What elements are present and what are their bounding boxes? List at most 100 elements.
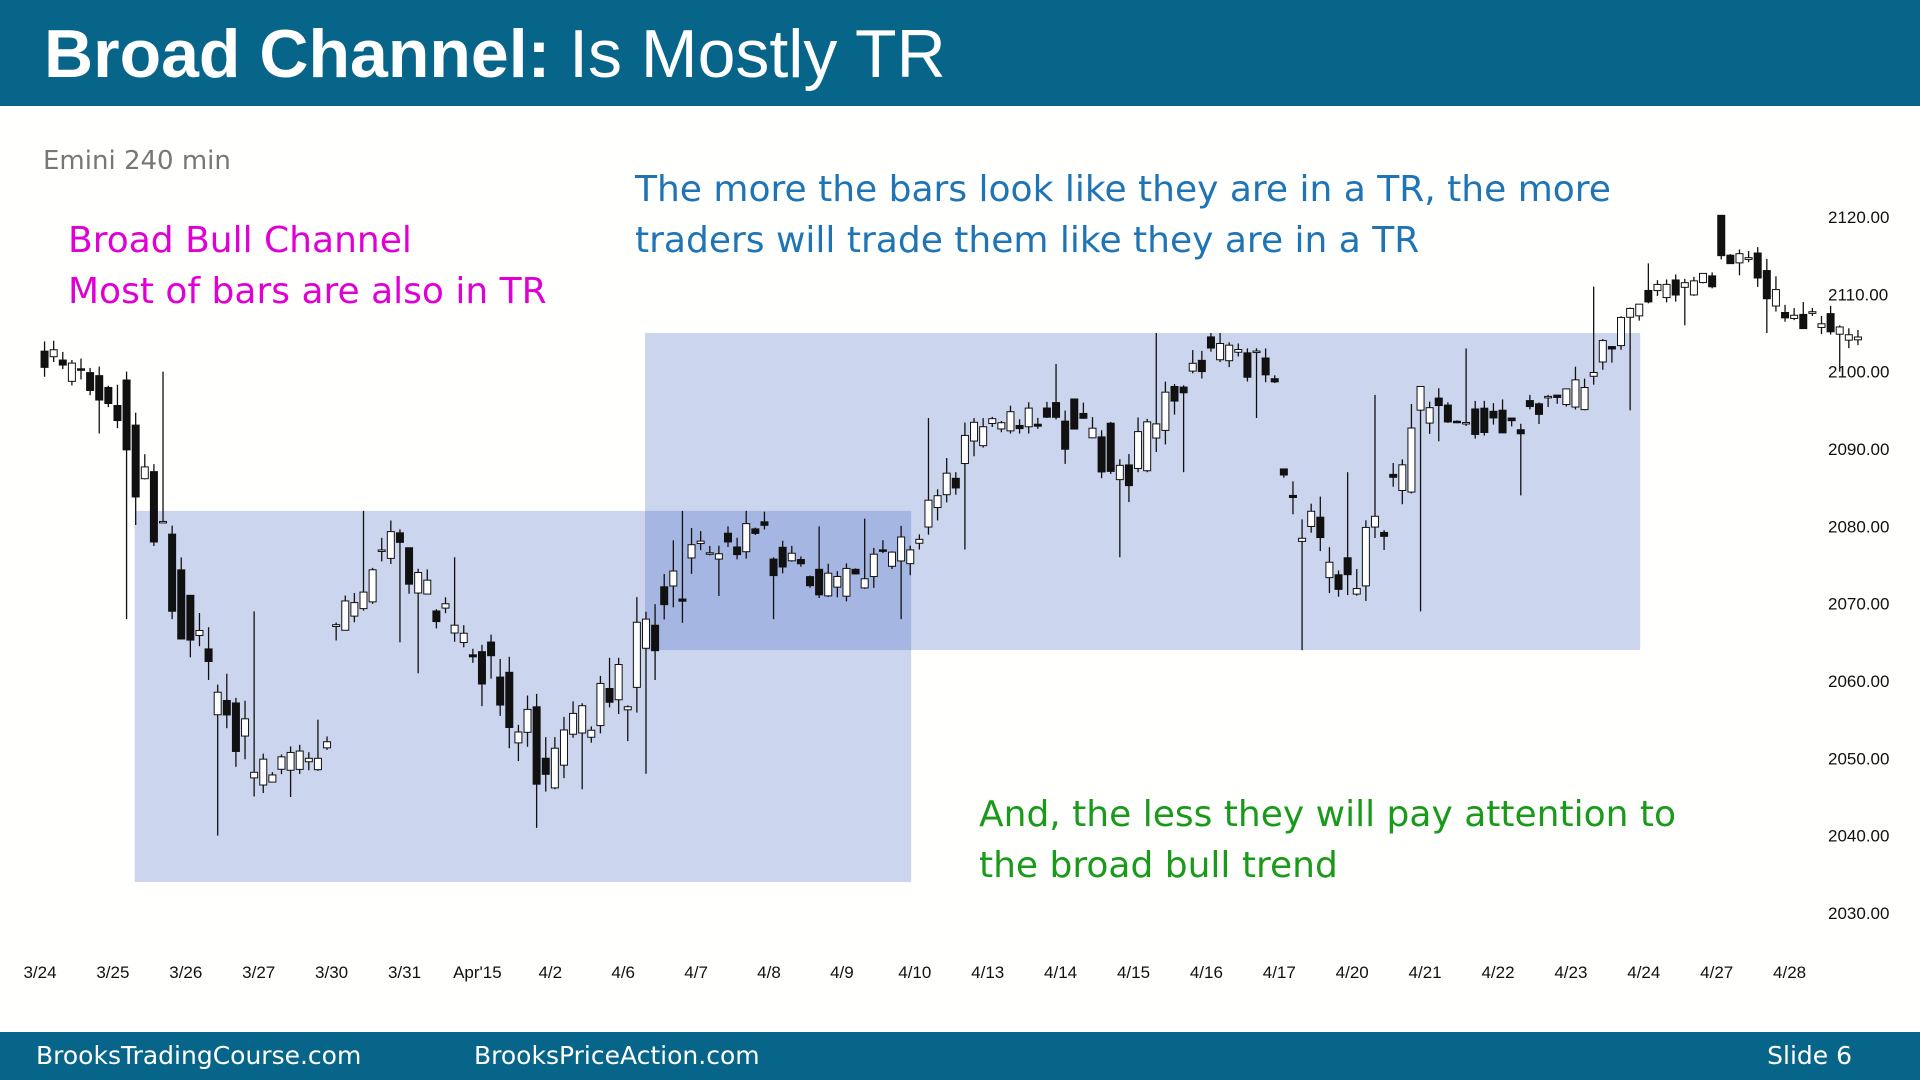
candle-bull <box>705 552 714 555</box>
candle-bear <box>1671 279 1680 296</box>
candle-bull <box>824 572 833 597</box>
candle-bear <box>432 610 441 623</box>
candle-bull <box>1689 280 1698 296</box>
candle-bull <box>1662 283 1671 299</box>
candle-bull <box>259 758 268 786</box>
candle-bear <box>1826 313 1835 333</box>
candle-bear <box>177 569 186 640</box>
candle-bear <box>1079 412 1088 419</box>
candle-bull <box>714 553 723 560</box>
candle-bear <box>778 546 787 568</box>
candle-bull <box>915 538 924 544</box>
candle-bear <box>1106 422 1115 472</box>
candle-bull <box>869 553 878 578</box>
candle-bear <box>1489 410 1498 419</box>
candle-bear <box>1553 394 1562 398</box>
candle-bull <box>450 624 459 634</box>
candle-bull <box>1325 561 1334 579</box>
x-tick-label: 4/23 <box>1554 963 1587 982</box>
candle-bull <box>1617 316 1626 347</box>
candle-bull <box>897 536 906 562</box>
candle-bull <box>1006 411 1015 432</box>
x-tick-label: 4/16 <box>1190 963 1223 982</box>
candle-bull <box>596 682 605 727</box>
candle-bull <box>1143 421 1152 472</box>
candle-bull <box>1790 314 1799 319</box>
candle-bear <box>1434 397 1443 407</box>
candle-bear <box>1471 408 1480 435</box>
candle-bull <box>1398 464 1407 491</box>
footer-bar: BrooksTradingCourse.com BrooksPriceActio… <box>0 1032 1920 1080</box>
candle-bull <box>377 549 386 552</box>
candle-bull <box>550 747 559 789</box>
candle-bull <box>970 421 979 442</box>
candle-bull <box>1407 427 1416 493</box>
candle-bull <box>350 602 359 617</box>
candle-bull <box>1589 372 1598 377</box>
candle-bull <box>423 579 432 595</box>
candles <box>40 214 1862 836</box>
x-tick-label: 4/10 <box>898 963 931 982</box>
candle-bull <box>1653 283 1662 292</box>
candle-bull <box>1699 272 1708 284</box>
footer-left-link[interactable]: BrooksTradingCourse.com <box>36 1041 362 1070</box>
candle-bull <box>341 600 350 631</box>
footer-center-link[interactable]: BrooksPriceAction.com <box>474 1041 760 1070</box>
candle-bull <box>906 549 915 565</box>
x-tick-label: 3/26 <box>169 963 202 982</box>
x-tick-label: 4/9 <box>830 963 854 982</box>
candle-bull <box>1626 307 1635 318</box>
candle-bull <box>1844 334 1853 341</box>
candle-bear <box>58 359 67 366</box>
candle-bear <box>77 368 86 371</box>
candle-bull <box>1771 289 1780 307</box>
candle-bull <box>1853 336 1862 341</box>
note-line: traders will trade them like they are in… <box>635 220 1420 261</box>
candle-bull <box>860 578 869 589</box>
candle-bear <box>1197 359 1206 373</box>
candle-bull <box>559 729 568 766</box>
x-tick-label: 4/8 <box>757 963 781 982</box>
x-tick-label: 3/25 <box>96 963 129 982</box>
candle-bear <box>1170 385 1179 402</box>
y-tick-label: 2110.00 <box>1828 285 1888 304</box>
candle-bear <box>1279 468 1288 476</box>
candle-bull <box>742 523 751 553</box>
candle-bear <box>113 405 122 422</box>
candle-bull <box>159 520 168 524</box>
candle-bull <box>523 708 532 733</box>
x-tick-label: 4/2 <box>538 963 562 982</box>
candle-bear <box>815 568 824 596</box>
candle-bull <box>1234 349 1243 353</box>
candle-bear <box>496 676 505 706</box>
candle-bear <box>1762 270 1771 300</box>
x-tick-label: 4/15 <box>1117 963 1150 982</box>
candle-bear <box>1498 409 1507 434</box>
candle-bear <box>751 528 760 534</box>
candle-bear <box>1070 398 1079 430</box>
x-tick-label: 4/6 <box>611 963 635 982</box>
x-tick-label: 4/21 <box>1409 963 1442 982</box>
candle-bear <box>1380 531 1389 537</box>
candle-bull <box>277 756 286 770</box>
candle-bull <box>988 418 997 424</box>
candle-bear <box>468 654 477 658</box>
candle-bear <box>1753 252 1762 279</box>
x-tick-label: 3/31 <box>388 963 421 982</box>
candle-bear <box>532 706 541 785</box>
candle-bull <box>195 629 204 636</box>
x-tick-label: Apr'15 <box>453 963 502 982</box>
candle-bull <box>669 570 678 587</box>
candle-bull <box>323 741 332 749</box>
candle-bull <box>1598 340 1607 363</box>
candle-bear <box>40 350 49 368</box>
candle-bear <box>1781 311 1790 319</box>
candle-bull <box>641 618 650 649</box>
candle-bear <box>477 651 486 685</box>
x-tick-label: 4/28 <box>1773 963 1806 982</box>
candle-bear <box>541 757 550 775</box>
candle-bear <box>505 671 514 728</box>
candle-bull <box>1352 588 1361 595</box>
candle-bull <box>1307 510 1316 527</box>
candle-bull <box>1216 343 1225 361</box>
